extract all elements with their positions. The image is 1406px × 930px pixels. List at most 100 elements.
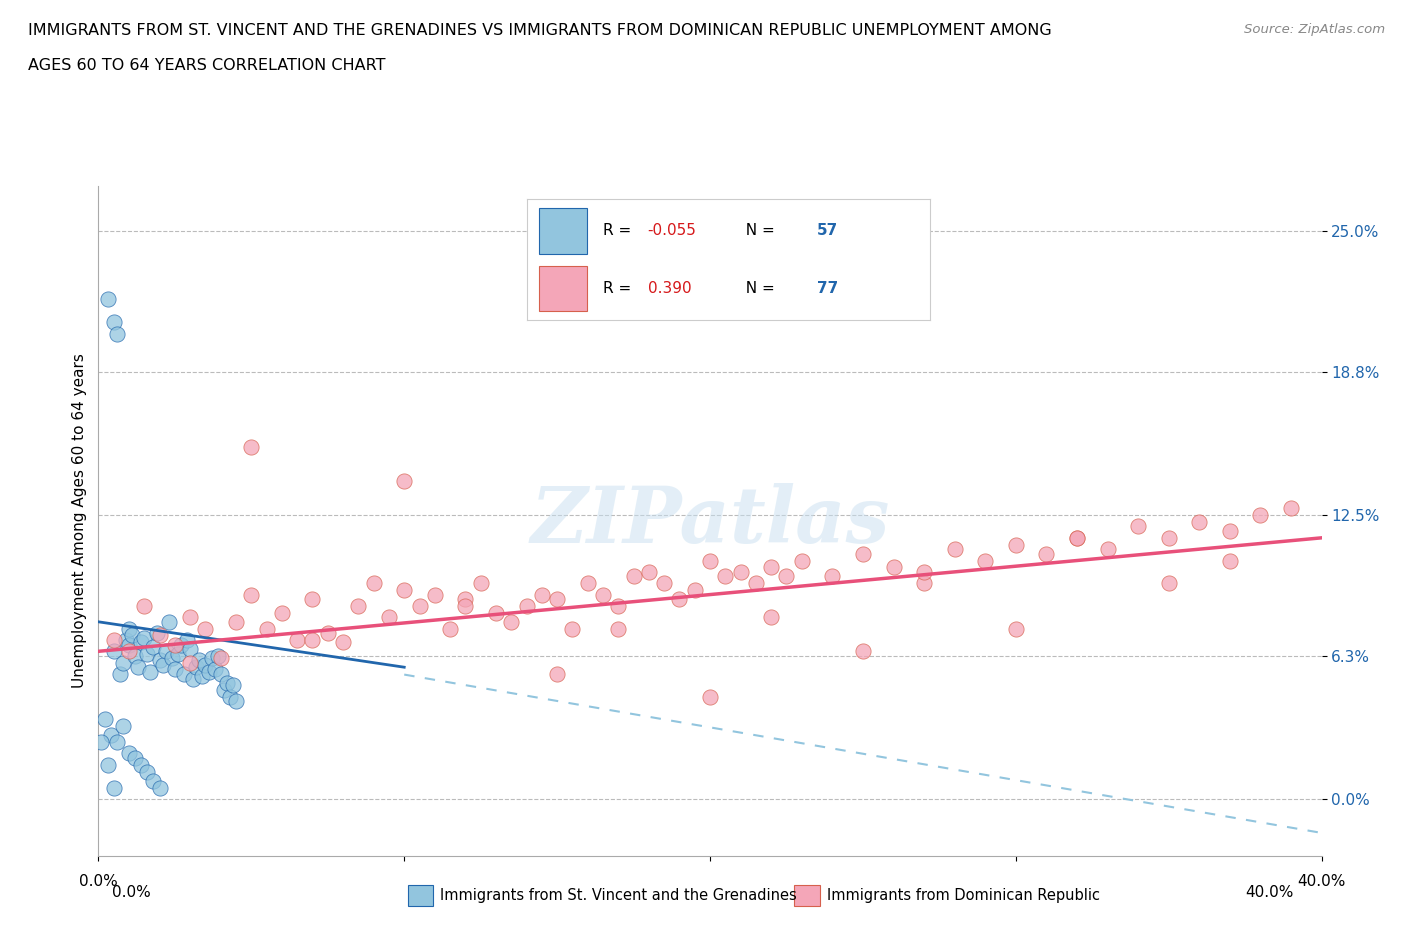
Point: [115, 632, 138, 647]
Point: [108, 667, 131, 682]
Point: [363, 576, 385, 591]
Point: [155, 644, 177, 658]
Text: IMMIGRANTS FROM ST. VINCENT AND THE GRENADINES VS IMMIGRANTS FROM DOMINICAN REPU: IMMIGRANTS FROM ST. VINCENT AND THE GREN…: [28, 23, 1052, 38]
Point: [240, 440, 263, 455]
Point: [93, 712, 115, 727]
Point: [285, 632, 308, 647]
Text: Immigrants from Dominican Republic: Immigrants from Dominican Republic: [827, 888, 1099, 903]
Point: [1066, 530, 1088, 545]
Point: [439, 621, 461, 636]
Point: [1219, 524, 1241, 538]
Point: [121, 628, 143, 643]
Point: [1157, 530, 1180, 545]
Point: [852, 546, 875, 561]
Text: 0.0%: 0.0%: [112, 885, 152, 900]
Point: [97, 292, 120, 307]
Point: [392, 582, 416, 597]
Point: [209, 667, 232, 682]
Point: [124, 648, 146, 663]
Point: [1188, 514, 1211, 529]
Point: [1250, 508, 1272, 523]
Point: [149, 628, 172, 643]
Point: [160, 651, 183, 666]
Point: [179, 656, 201, 671]
Point: [423, 587, 446, 602]
Point: [103, 632, 125, 647]
Point: [637, 565, 661, 579]
Point: [1097, 542, 1119, 557]
Point: [212, 683, 235, 698]
Point: [485, 605, 508, 620]
Point: [501, 615, 523, 630]
Point: [129, 635, 152, 650]
Point: [347, 599, 370, 614]
Point: [103, 644, 125, 658]
Point: [136, 764, 159, 779]
Point: [623, 569, 645, 584]
Point: [200, 651, 222, 666]
Point: [821, 569, 844, 584]
Text: 40.0%: 40.0%: [1298, 874, 1346, 889]
Point: [170, 637, 193, 652]
Point: [912, 565, 935, 579]
Point: [1128, 519, 1150, 534]
Point: [714, 569, 737, 584]
Text: ZIPatlas: ZIPatlas: [530, 483, 890, 559]
Point: [105, 326, 128, 341]
Point: [408, 599, 430, 614]
Point: [134, 631, 156, 645]
Text: 0.0%: 0.0%: [79, 874, 118, 889]
Point: [176, 632, 198, 647]
Point: [332, 635, 354, 650]
Point: [745, 576, 768, 591]
Point: [118, 637, 141, 652]
Point: [516, 599, 538, 614]
Point: [378, 610, 401, 625]
Text: Immigrants from St. Vincent and the Grenadines: Immigrants from St. Vincent and the Gren…: [440, 888, 797, 903]
Point: [912, 576, 935, 591]
Point: [215, 676, 238, 691]
Point: [761, 560, 783, 575]
Text: Source: ZipAtlas.com: Source: ZipAtlas.com: [1244, 23, 1385, 36]
Point: [181, 671, 204, 686]
Point: [683, 582, 706, 597]
Point: [790, 553, 813, 568]
Point: [668, 591, 690, 606]
Point: [852, 644, 875, 658]
Point: [219, 689, 242, 704]
Point: [194, 658, 217, 672]
Point: [118, 644, 141, 658]
Point: [454, 599, 477, 614]
Point: [883, 560, 905, 575]
Point: [173, 667, 195, 682]
Point: [316, 626, 339, 641]
Point: [194, 621, 217, 636]
Point: [127, 659, 149, 674]
Point: [209, 651, 232, 666]
Point: [546, 591, 568, 606]
Point: [222, 678, 245, 693]
Point: [129, 757, 152, 772]
Point: [530, 587, 553, 602]
Point: [145, 626, 167, 641]
Point: [118, 621, 141, 636]
Point: [1279, 501, 1302, 516]
Point: [470, 576, 492, 591]
Point: [1157, 576, 1180, 591]
Point: [167, 646, 190, 661]
Point: [699, 553, 721, 568]
Point: [142, 639, 165, 654]
Text: AGES 60 TO 64 YEARS CORRELATION CHART: AGES 60 TO 64 YEARS CORRELATION CHART: [28, 58, 385, 73]
Point: [225, 694, 247, 709]
Point: [191, 669, 214, 684]
Point: [301, 591, 323, 606]
Point: [256, 621, 278, 636]
Point: [152, 658, 174, 672]
Point: [100, 728, 122, 743]
Point: [118, 746, 141, 761]
Point: [1066, 530, 1088, 545]
Point: [124, 751, 146, 765]
Point: [207, 648, 229, 663]
Point: [97, 757, 120, 772]
Point: [607, 621, 630, 636]
